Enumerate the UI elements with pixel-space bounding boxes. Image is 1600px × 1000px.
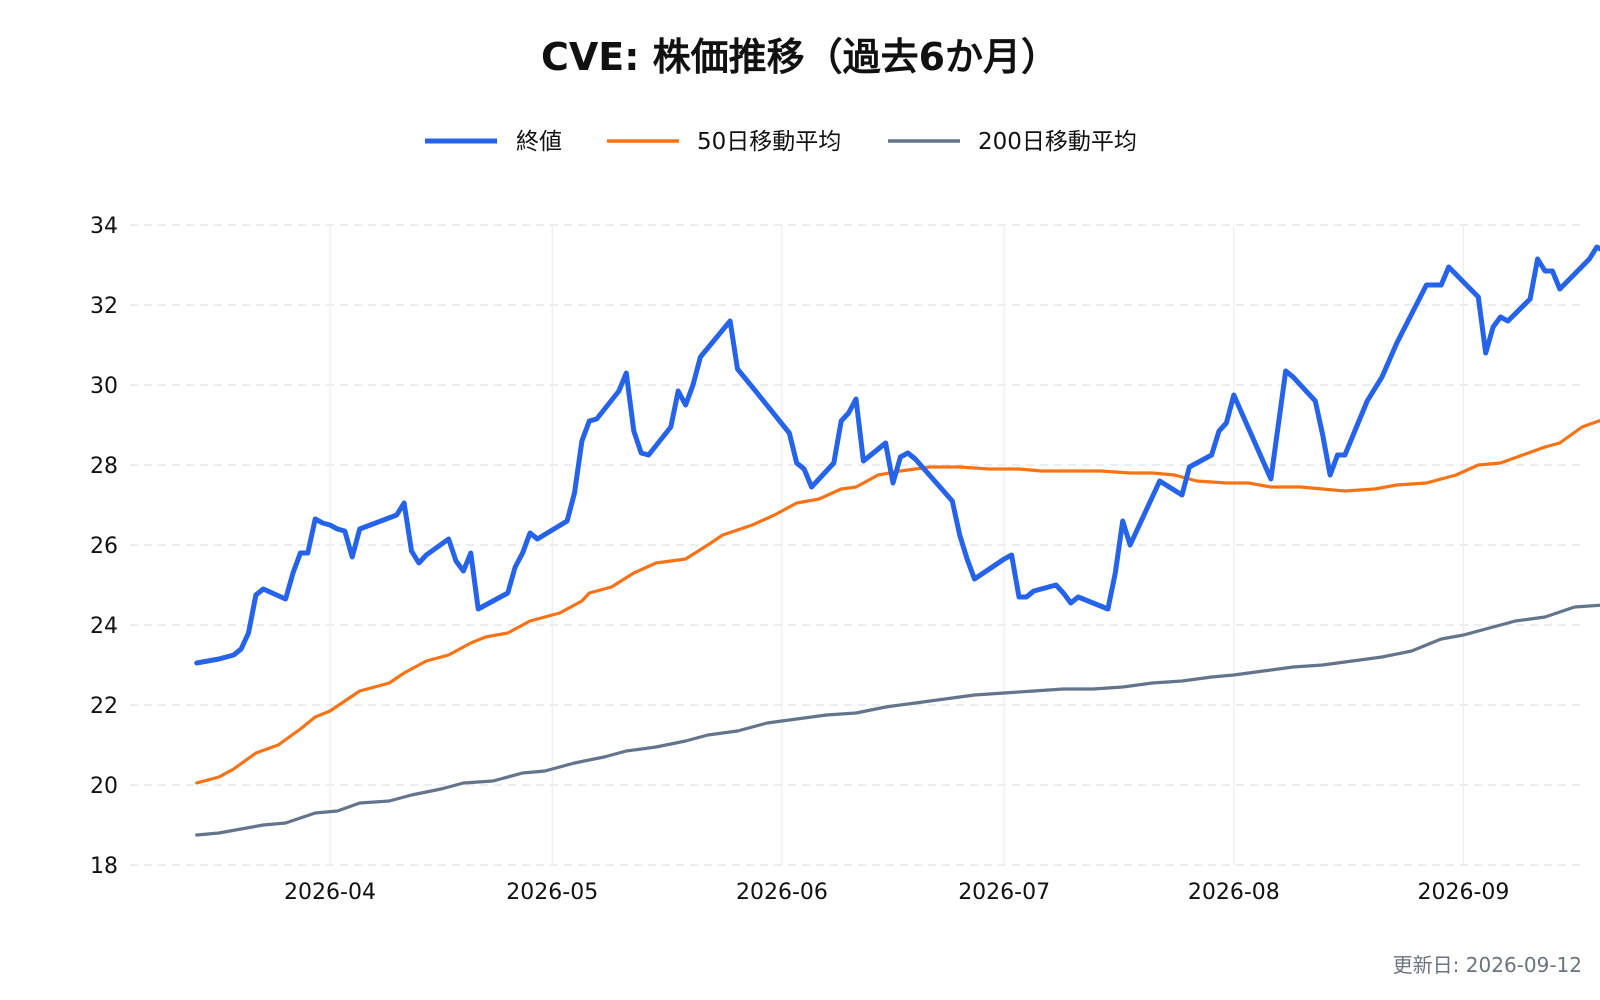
- chart-legend: 終値 50日移動平均 200日移動平均: [425, 129, 1137, 155]
- y-tick-label: 18: [90, 854, 118, 879]
- legend-item: 終値: [425, 129, 562, 155]
- y-tick-label: 20: [90, 774, 118, 799]
- gridlines: [130, 224, 1582, 866]
- legend-item: 200日移動平均: [888, 129, 1137, 155]
- series-lines: [194, 244, 1600, 837]
- legend-item: 50日移動平均: [607, 129, 841, 155]
- legend-label: 50日移動平均: [697, 129, 841, 155]
- y-tick-label: 26: [90, 534, 118, 559]
- y-axis: 18 20 22 24 26 28 30 32 34: [90, 214, 118, 879]
- x-tick-label: 2026-07: [958, 880, 1050, 905]
- x-tick-label: 2026-09: [1418, 880, 1510, 905]
- y-tick-label: 24: [90, 614, 118, 639]
- chart-title: CVE: 株価推移（過去6か月）: [541, 35, 1059, 79]
- y-tick-label: 34: [90, 214, 118, 239]
- y-tick-label: 32: [90, 294, 118, 319]
- series-line-2: [195, 603, 1600, 837]
- legend-label: 終値: [516, 129, 562, 155]
- updated-date-label: 更新日: 2026-09-12: [1393, 953, 1582, 977]
- y-tick-label: 28: [90, 454, 118, 479]
- y-tick-label: 22: [90, 694, 118, 719]
- series-line-0: [194, 244, 1600, 666]
- x-tick-label: 2026-06: [736, 880, 828, 905]
- x-tick-label: 2026-05: [506, 880, 598, 905]
- x-tick-label: 2026-08: [1188, 880, 1280, 905]
- y-tick-label: 30: [90, 374, 118, 399]
- x-tick-label: 2026-04: [284, 880, 376, 905]
- x-axis: 2026-04 2026-05 2026-06 2026-07 2026-08 2026-…: [284, 880, 1509, 905]
- series-line-1: [195, 418, 1600, 785]
- legend-label: 200日移動平均: [978, 129, 1137, 155]
